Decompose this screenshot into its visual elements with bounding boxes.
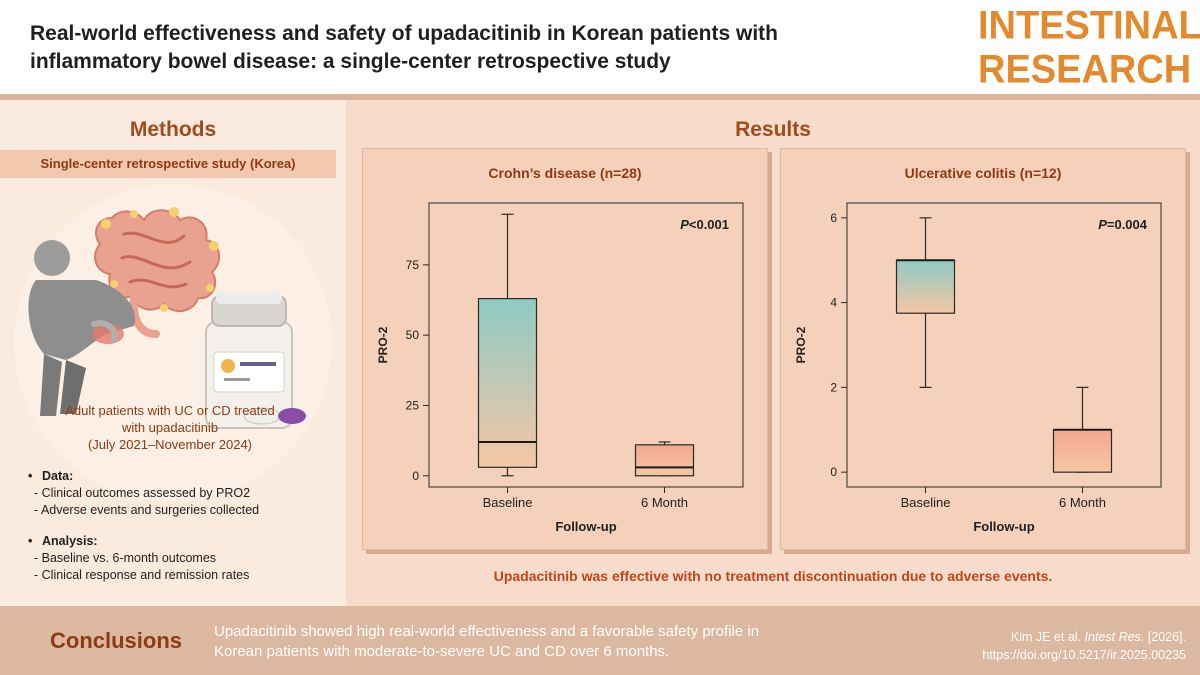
citation-year: [2026]. [1147, 630, 1186, 644]
analysis-heading: Analysis: [24, 533, 334, 550]
y-axis-label: PRO-2 [376, 326, 390, 363]
y-tick-label: 25 [406, 398, 420, 412]
analysis-item: - Clinical response and remission rates [34, 568, 250, 582]
x-axis-label: Follow-up [973, 519, 1034, 534]
p-value-label: P=0.004 [1098, 217, 1148, 232]
x-tick-label: 6 Month [641, 495, 688, 510]
p-value-symbol: P [1098, 217, 1107, 232]
data-heading: Data: [24, 468, 334, 485]
methods-bullets: Data: - Clinical outcomes assessed by PR… [24, 468, 334, 584]
y-tick-label: 0 [412, 469, 419, 483]
x-tick-label: Baseline [483, 495, 533, 510]
chart-title: Ulcerative colitis (n=12) [904, 165, 1062, 181]
uc-chart-panel: Ulcerative colitis (n=12) 0 2 4 6 Baseline 6 … [780, 148, 1186, 550]
patients-description: Adult patients with UC or CD treated wit… [20, 402, 320, 453]
logo-line-2: RESEARCH [978, 48, 1192, 93]
data-item: - Clinical outcomes assessed by PRO2 [34, 486, 251, 500]
results-caption: Upadacitinib was effective with no treat… [493, 568, 1053, 584]
journal-logo: INTESTINAL RESEARCH [978, 4, 1200, 92]
citation: Kim JE et al. Intest Res. [2026]. https:… [982, 628, 1186, 664]
box-6-month [634, 444, 695, 477]
x-tick-label: 6 Month [1059, 495, 1106, 510]
main-content: Methods Single-center retrospective stud… [0, 100, 1200, 606]
uc-boxplot: 0 2 4 6 Baseline 6 Month P=0.004 Follow-up PRO-2 [794, 202, 1162, 534]
crohns-chart-panel: Crohn’s disease (n=28) 0 25 50 75 Baseline 6 … [362, 148, 768, 550]
conclusions-line-1: Upadacitinib showed high real-world effe… [214, 623, 760, 640]
chart-title: Crohn’s disease (n=28) [488, 165, 642, 181]
patient-figure-icon [28, 240, 136, 416]
title-line-1: Real-world effectiveness and safety of u… [30, 22, 778, 45]
analysis-item: - Baseline vs. 6-month outcomes [34, 551, 217, 565]
y-axis-label: PRO-2 [794, 326, 808, 363]
plot-frame [428, 202, 744, 488]
x-axis-label: Follow-up [555, 519, 616, 534]
conclusions-text: Upadacitinib showed high real-world effe… [214, 622, 834, 662]
citation-line-1: Kim JE et al. Intest Res. [2026]. [982, 628, 1186, 646]
crohns-boxplot: 0 25 50 75 Baseline 6 Month P<0.001 Follow-up PR… [376, 202, 744, 534]
methods-panel: Methods Single-center retrospective stud… [0, 100, 346, 606]
box-baseline [477, 298, 538, 468]
p-value-label: P<0.001 [680, 217, 729, 232]
plot-frame [846, 202, 1162, 488]
pill-icon [243, 407, 306, 425]
title-line-2: inflammatory bowel disease: a single-cen… [30, 50, 671, 73]
x-tick-label: Baseline [901, 495, 951, 510]
y-tick-label: 6 [830, 211, 837, 225]
conclusions-line-2: Korean patients with moderate-to-severe … [214, 643, 670, 660]
study-design-band: Single-center retrospective study (Korea… [0, 150, 336, 178]
y-tick-label: 75 [406, 258, 420, 272]
box-6-month [1052, 429, 1113, 473]
header-divider [0, 94, 1200, 100]
logo-line-1: INTESTINAL [978, 3, 1200, 48]
patients-line-2: with upadacitinib [121, 420, 219, 435]
patients-line-3: (July 2021–November 2024) [87, 437, 253, 452]
page-title: Real-world effectiveness and safety of u… [30, 20, 930, 76]
citation-doi[interactable]: https://doi.org/10.5217/ir.2025.00235 [982, 648, 1186, 662]
conclusions-footer: Conclusions Upadacitinib showed high rea… [0, 606, 1200, 675]
y-tick-label: 4 [830, 296, 837, 310]
patient-illustration [28, 207, 306, 429]
y-tick-label: 50 [406, 328, 420, 342]
patients-line-1: Adult patients with UC or CD treated [65, 403, 275, 418]
p-value-number: <0.001 [689, 217, 729, 232]
p-value-symbol: P [680, 217, 689, 232]
y-tick-label: 0 [830, 465, 837, 479]
box-baseline [895, 259, 956, 314]
medicine-bottle-icon [205, 292, 293, 429]
data-item: - Adverse events and surgeries collected [34, 503, 260, 517]
results-heading: Results [735, 118, 811, 141]
citation-journal: Intest Res. [1084, 630, 1145, 644]
header: Real-world effectiveness and safety of u… [0, 0, 1200, 100]
conclusions-heading: Conclusions [50, 628, 183, 653]
y-tick-label: 2 [830, 380, 837, 394]
citation-authors: Kim JE et al. [1010, 630, 1082, 644]
p-value-number: =0.004 [1107, 217, 1148, 232]
methods-heading: Methods [129, 118, 217, 141]
intestine-icon [94, 207, 221, 338]
results-panel: Results Crohn’s disease (n=28) 0 25 50 75 Ba… [346, 100, 1200, 606]
